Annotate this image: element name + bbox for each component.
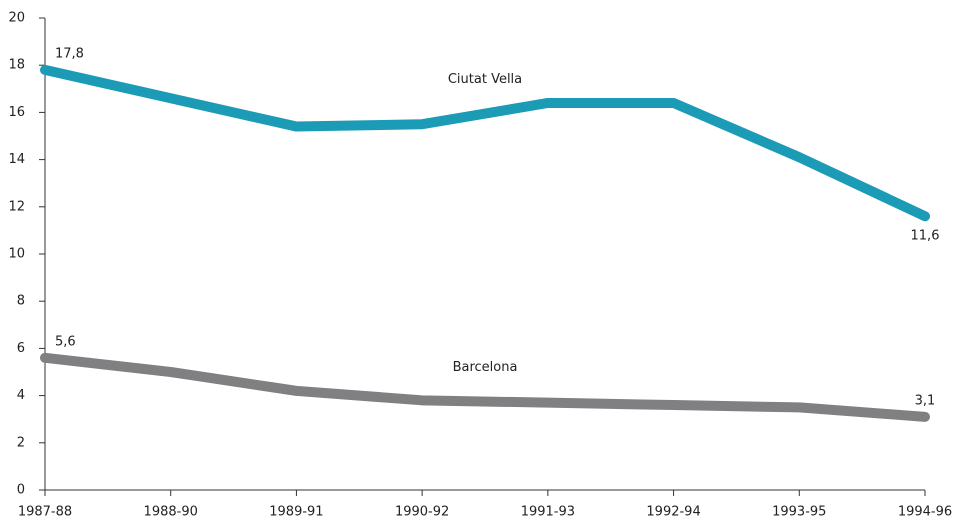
y-tick-label: 6 xyxy=(17,341,25,356)
value-label: 5,6 xyxy=(55,334,76,349)
y-tick-label: 14 xyxy=(8,152,25,167)
y-tick-label: 16 xyxy=(8,105,25,120)
x-tick-label: 1993-95 xyxy=(772,505,826,520)
y-tick-label: 20 xyxy=(8,11,25,26)
series-label: Barcelona xyxy=(453,360,518,375)
y-tick-label: 12 xyxy=(8,199,25,214)
series-line xyxy=(40,64,930,222)
y-tick-label: 18 xyxy=(8,58,25,73)
value-label: 3,1 xyxy=(915,393,936,408)
y-tick-label: 0 xyxy=(17,483,25,498)
y-tick-label: 10 xyxy=(8,247,25,262)
series-line xyxy=(40,352,930,422)
y-tick-label: 4 xyxy=(17,388,25,403)
series-label: Ciutat Vella xyxy=(448,72,522,87)
value-label: 11,6 xyxy=(911,229,940,244)
x-tick-label: 1988-90 xyxy=(144,505,198,520)
x-tick-label: 1989-91 xyxy=(269,505,323,520)
x-tick-label: 1994-96 xyxy=(898,505,952,520)
y-tick-label: 8 xyxy=(17,294,25,309)
y-tick-label: 2 xyxy=(17,435,25,450)
value-label: 17,8 xyxy=(55,46,84,61)
x-tick-label: 1992-94 xyxy=(646,505,700,520)
x-tick-label: 1987-88 xyxy=(18,505,72,520)
x-tick-label: 1991-93 xyxy=(521,505,575,520)
x-tick-label: 1990-92 xyxy=(395,505,449,520)
